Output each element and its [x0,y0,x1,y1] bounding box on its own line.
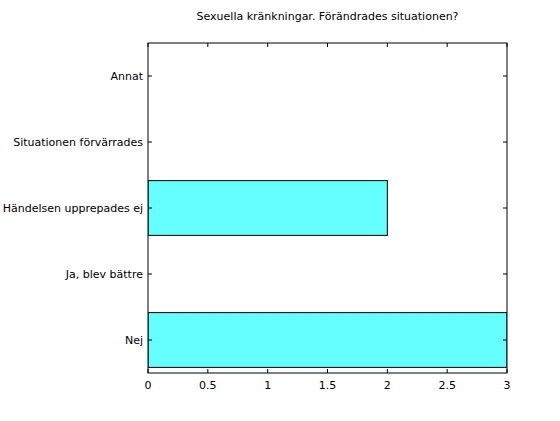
x-tick-label: 0.5 [199,379,217,392]
title: Sexuella kränkningar. Förändrades situat… [197,10,459,23]
x-tick [327,369,328,373]
category-label: Händelsen upprepades ej [3,202,143,215]
bar [148,313,507,368]
bar [148,181,387,236]
category-label: Nej [125,334,143,347]
plot-area [148,43,507,373]
x-tick-top [267,43,268,47]
x-tick [507,369,508,373]
x-tick-label: 3 [504,379,511,392]
x-tick [148,369,149,373]
x-tick-top [148,43,149,47]
x-tick-label: 1.5 [319,379,337,392]
x-tick-top [327,43,328,47]
category-label: Ja, blev bättre [65,268,143,281]
y-tick-right [503,208,507,209]
y-tick-right [503,142,507,143]
x-tick [207,369,208,373]
x-tick-label: 0 [145,379,152,392]
category-label: Annat [110,70,143,83]
x-tick-top [447,43,448,47]
y-tick-right [503,76,507,77]
bars [148,181,507,368]
y-tick [148,76,152,77]
x-tick-top [207,43,208,47]
x-tick [447,369,448,373]
frame [148,43,507,373]
y-tick-right [503,340,507,341]
x-tick-label: 2.5 [438,379,456,392]
x-tick-top [387,43,388,47]
x-tick-label: 1 [264,379,271,392]
x-tick [267,369,268,373]
chart: 0 0.5 1 1.5 2 2.5 3 Nej Ja, blev bättre Händelsen… [0,0,560,421]
y-tick [148,274,152,275]
y-tick [148,142,152,143]
y-tick-right [503,274,507,275]
y-tick [148,340,152,341]
x-tick-label: 2 [384,379,391,392]
x-tick [387,369,388,373]
category-label: Situationen förvärrades [13,136,143,149]
x-tick-top [507,43,508,47]
y-tick [148,208,152,209]
